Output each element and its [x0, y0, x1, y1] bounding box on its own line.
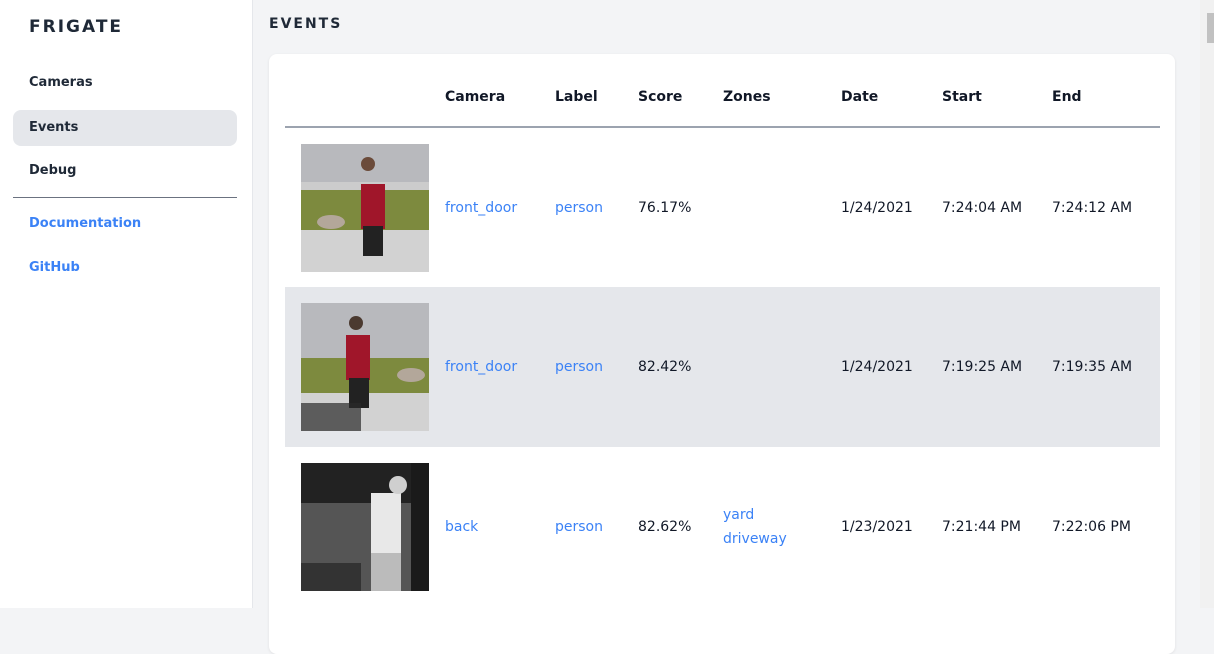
zones-header: Zones: [723, 54, 841, 128]
table-row[interactable]: front_door person 82.42% 1/24/2021 7:19:…: [285, 287, 1160, 447]
end-header: End: [1052, 54, 1160, 128]
zones-cell: [723, 127, 841, 287]
date-cell: 1/24/2021: [841, 199, 913, 216]
camera-link[interactable]: front_door: [445, 359, 518, 375]
label-link[interactable]: person: [555, 199, 603, 216]
zones-cell: [723, 287, 841, 447]
start-cell: 7:24:04 AM: [942, 199, 1023, 216]
event-thumbnail[interactable]: [301, 463, 429, 591]
scrollbar-thumb[interactable]: [1207, 13, 1214, 43]
documentation-link[interactable]: Documentation: [29, 216, 142, 231]
start-header: Start: [942, 54, 1052, 128]
label-header: Label: [555, 54, 638, 128]
end-cell: 7:22:06 PM: [1052, 519, 1131, 535]
camera-link[interactable]: back: [445, 519, 479, 535]
sidebar-item-events[interactable]: Events: [13, 110, 237, 146]
event-thumbnail[interactable]: [301, 143, 429, 272]
scrollbar[interactable]: [1200, 0, 1214, 608]
app-logo[interactable]: FRIGATE: [29, 17, 124, 37]
end-cell: 7:19:35 AM: [1052, 287, 1160, 447]
page-title: EVENTS: [269, 16, 343, 32]
camera-link[interactable]: front_door: [445, 199, 518, 216]
thumbnail-header: [285, 54, 445, 128]
end-cell: 7:24:12 AM: [1052, 199, 1133, 216]
score-cell: 82.42%: [638, 287, 723, 447]
table-row[interactable]: front_door person 76.17% 1/24/2021 7:24:…: [285, 127, 1160, 287]
sidebar-item-debug[interactable]: Debug: [29, 163, 77, 178]
score-cell: 76.17%: [638, 199, 692, 216]
start-cell: 7:21:44 PM: [942, 519, 1021, 535]
label-link[interactable]: person: [555, 519, 603, 535]
zone-link[interactable]: driveway: [723, 531, 787, 547]
sidebar-divider: [13, 197, 237, 198]
events-card: Camera Label Score Zones Date Start End …: [269, 54, 1175, 654]
start-cell: 7:19:25 AM: [942, 287, 1052, 447]
date-header: Date: [841, 54, 942, 128]
date-cell: 1/24/2021: [841, 287, 942, 447]
date-cell: 1/23/2021: [841, 519, 913, 535]
sidebar-item-cameras[interactable]: Cameras: [29, 75, 93, 90]
table-row[interactable]: back person 82.62% yard driveway 1/23/202…: [285, 447, 1160, 607]
zone-link[interactable]: yard: [723, 507, 755, 523]
github-link[interactable]: GitHub: [29, 260, 80, 275]
score-cell: 82.62%: [638, 519, 692, 535]
zones-cell: yard driveway: [723, 447, 841, 607]
table-header: Camera Label Score Zones Date Start End: [285, 54, 1160, 128]
camera-header: Camera: [445, 54, 555, 128]
score-header: Score: [638, 54, 723, 128]
event-thumbnail[interactable]: [301, 303, 429, 431]
label-link[interactable]: person: [555, 359, 603, 375]
events-table: Camera Label Score Zones Date Start End …: [285, 54, 1160, 607]
sidebar: FRIGATE Cameras Events Debug Documentati…: [0, 0, 253, 608]
